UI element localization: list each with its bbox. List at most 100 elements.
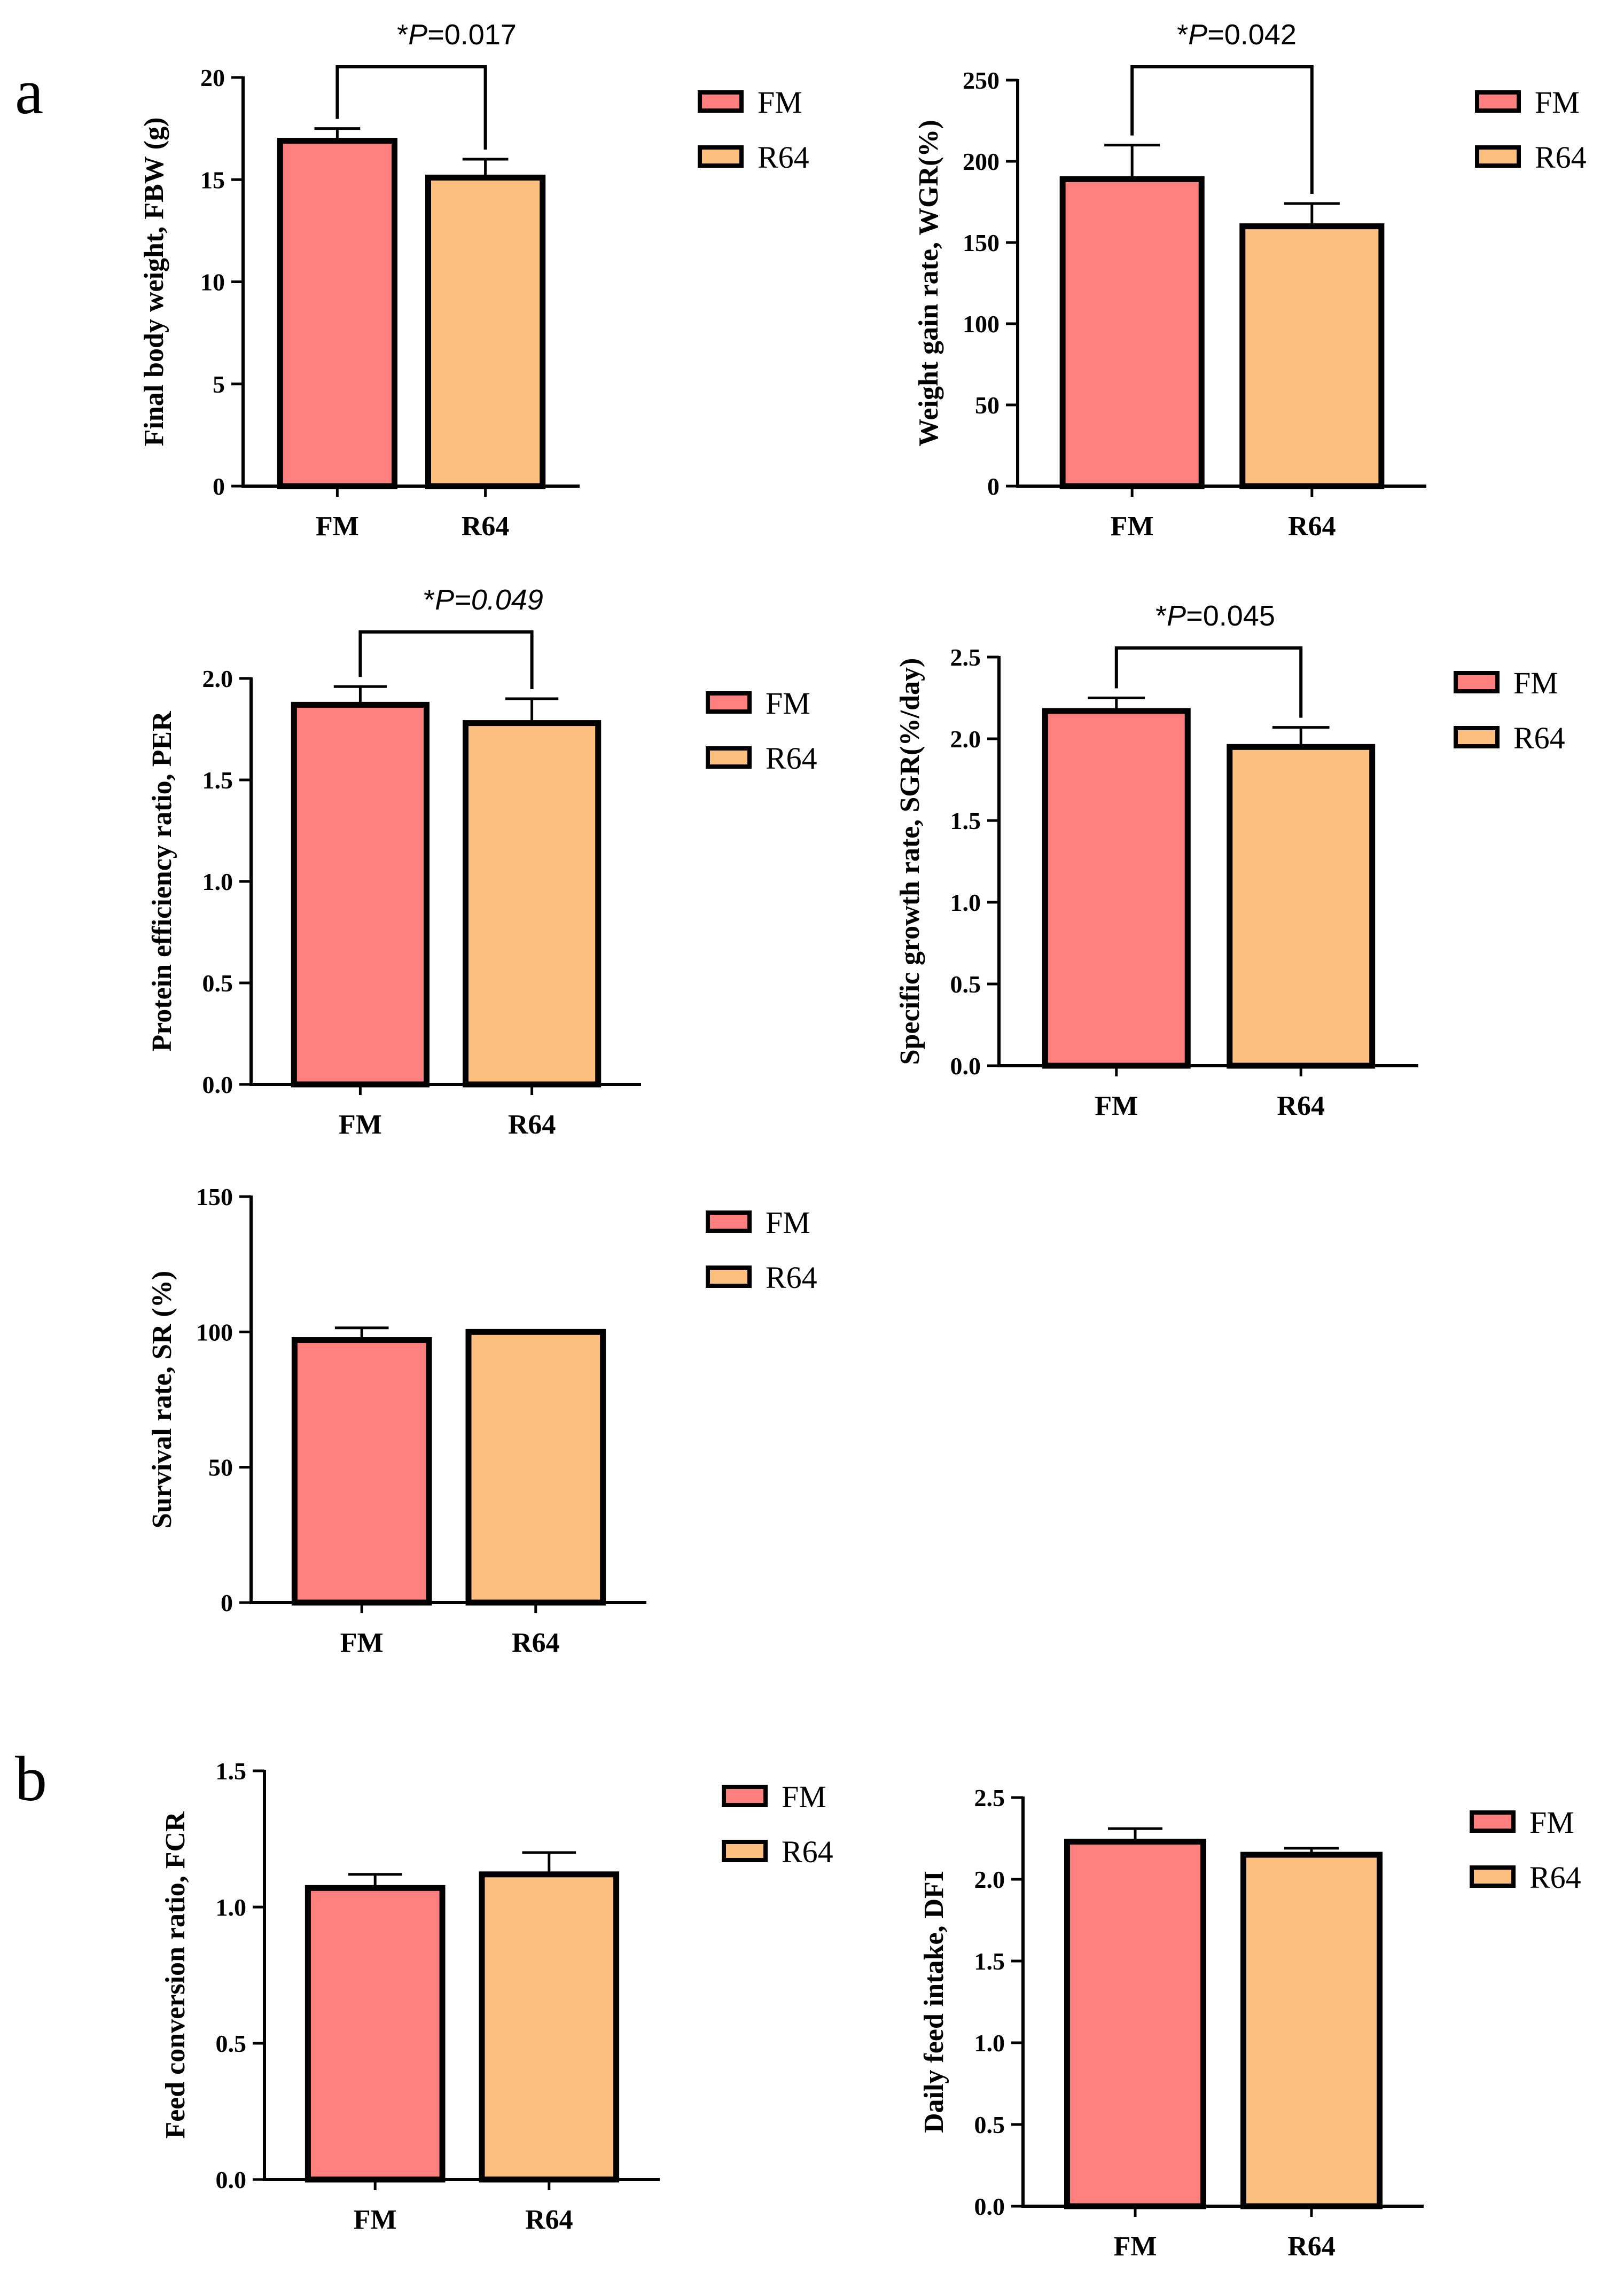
bar-r64 — [479, 1871, 620, 2183]
x-tick-label-fm: FM — [1111, 511, 1154, 542]
y-axis-label: Specific growth rate, SGR(%/day) — [895, 658, 925, 1065]
x-tick-label-fm: FM — [354, 2205, 397, 2235]
y-tick-label: 0.5 — [216, 2030, 247, 2057]
legend-label-r64: R64 — [1513, 721, 1565, 755]
x-tick-label-fm: FM — [339, 1110, 382, 1140]
y-tick-label: 0.0 — [974, 2193, 1005, 2220]
y-axis-label: Weight gain rate, WGR(%) — [914, 120, 944, 446]
legend-label-fm: FM — [766, 1205, 810, 1240]
y-tick-label: 0.5 — [950, 971, 981, 998]
x-tick-label-fm: FM — [1114, 2231, 1157, 2262]
y-tick-label: 2.0 — [202, 665, 233, 692]
y-tick-label: 0.5 — [974, 2111, 1005, 2138]
legend-swatch-fm — [706, 691, 752, 714]
x-tick-label-fm: FM — [1095, 1091, 1138, 1121]
y-tick-label: 15 — [200, 166, 225, 193]
y-tick-label: 0 — [221, 1589, 233, 1616]
chart-5: FM R64 0 50 100 150 Survival rate, SR (%) FM R64 — [147, 1183, 817, 1658]
legend-swatch-fm — [1475, 90, 1521, 113]
y-tick-label: 1.0 — [974, 2029, 1005, 2057]
y-tick-label: 0.0 — [950, 1052, 981, 1080]
legend-swatch-r64 — [722, 1840, 768, 1862]
significance-bracket — [1130, 65, 1314, 194]
significance-label: *P=0.042 — [1177, 19, 1297, 51]
chart-7: FM R64 0.0 0.5 1.0 1.5 2.0 2.5 Daily feed intake… — [919, 1784, 1581, 2262]
legend-label-r64: R64 — [1529, 1860, 1581, 1895]
significance-bracket — [1114, 646, 1303, 718]
y-tick-label: 200 — [963, 148, 1000, 175]
legend-swatch-fm — [698, 90, 744, 113]
bar-fm — [1042, 708, 1191, 1069]
bar-r64 — [1240, 1852, 1383, 2209]
legend-swatch-r64 — [1475, 145, 1521, 168]
y-tick-label: 1.5 — [950, 807, 981, 834]
y-tick-label: 1.5 — [202, 767, 233, 794]
y-tick-label: 150 — [196, 1183, 233, 1210]
y-tick-label: 150 — [963, 229, 1000, 256]
chart-3: FM R64 0.0 0.5 1.0 1.5 2.0 Protein efficiency r… — [147, 584, 817, 1140]
legend-label-fm: FM — [766, 686, 810, 721]
y-tick-label: 2.0 — [950, 725, 981, 753]
y-tick-label: 1.0 — [950, 889, 981, 916]
y-tick-label: 0 — [987, 473, 1000, 500]
y-tick-label: 250 — [963, 67, 1000, 94]
x-tick-label-fm: FM — [340, 1628, 384, 1658]
chart-1: FM R64 0 5 10 15 20 Final body weight, FBW (g) F… — [139, 19, 809, 542]
chart-2: FM R64 0 50 100 150 200 250 Weight gain rate, WG… — [914, 19, 1587, 542]
y-tick-label: 1.0 — [202, 868, 233, 895]
significance-label: *P=0.049 — [424, 584, 543, 616]
y-axis-label: Survival rate, SR (%) — [147, 1271, 177, 1528]
y-axis-label: Feed conversion ratio, FCR — [160, 1811, 191, 2139]
legend-swatch-fm — [1454, 671, 1500, 693]
significance-bracket — [358, 630, 534, 689]
legend-swatch-fm — [1470, 1810, 1516, 1833]
y-axis-label: Daily feed intake, DFI — [919, 1871, 949, 2133]
legend-label-fm: FM — [1535, 85, 1580, 120]
y-tick-label: 2.5 — [950, 644, 981, 671]
x-tick-label-r64: R64 — [1277, 1091, 1325, 1121]
significance-label: *P=0.017 — [397, 19, 517, 51]
chart-6: FM R64 0.0 0.5 1.0 1.5 Feed conversion ratio, … — [160, 1757, 833, 2235]
x-tick-label-r64: R64 — [462, 511, 510, 542]
x-tick-label-r64: R64 — [512, 1628, 560, 1658]
x-tick-label-r64: R64 — [1287, 2231, 1336, 2262]
y-axis-label: Protein efficiency ratio, PER — [147, 710, 177, 1052]
y-axis-label: Final body weight, FBW (g) — [139, 118, 169, 447]
legend-swatch-fm — [722, 1785, 768, 1807]
bar-fm — [277, 138, 397, 489]
legend-swatch-fm — [706, 1210, 752, 1233]
panel-label-b: b — [15, 1743, 47, 1814]
bar-fm — [1059, 176, 1205, 489]
x-tick-label-r64: R64 — [1288, 511, 1336, 542]
y-tick-label: 100 — [963, 310, 1000, 338]
y-tick-label: 10 — [200, 269, 225, 296]
panel-label-a: a — [15, 56, 43, 127]
y-tick-label: 1.5 — [216, 1757, 247, 1785]
legend-swatch-r64 — [1470, 1865, 1516, 1888]
bar-fm — [1064, 1839, 1206, 2209]
legend-label-r64: R64 — [766, 1260, 817, 1295]
y-tick-label: 0.0 — [216, 2166, 247, 2193]
legend-label-fm: FM — [758, 85, 802, 120]
y-tick-label: 0.5 — [202, 970, 233, 997]
y-tick-label: 1.0 — [216, 1894, 247, 1921]
y-tick-label: 0 — [213, 473, 225, 500]
legend-label-fm: FM — [1513, 666, 1558, 700]
bar-r64 — [1239, 223, 1385, 489]
legend-label-r64: R64 — [1535, 140, 1587, 175]
legend-label-r64: R64 — [758, 140, 809, 175]
y-tick-label: 0.0 — [202, 1071, 233, 1098]
y-tick-label: 5 — [213, 371, 225, 398]
legend-label-r64: R64 — [782, 1834, 833, 1869]
y-tick-label: 2.5 — [974, 1784, 1005, 1811]
bar-fm — [304, 1885, 446, 2183]
bar-r64 — [425, 174, 546, 489]
y-tick-label: 20 — [200, 64, 225, 91]
x-tick-label-fm: FM — [316, 511, 359, 542]
bar-fm — [291, 1337, 432, 1606]
legend-label-fm: FM — [782, 1779, 826, 1814]
significance-bracket — [335, 65, 487, 150]
legend-swatch-r64 — [706, 746, 752, 769]
